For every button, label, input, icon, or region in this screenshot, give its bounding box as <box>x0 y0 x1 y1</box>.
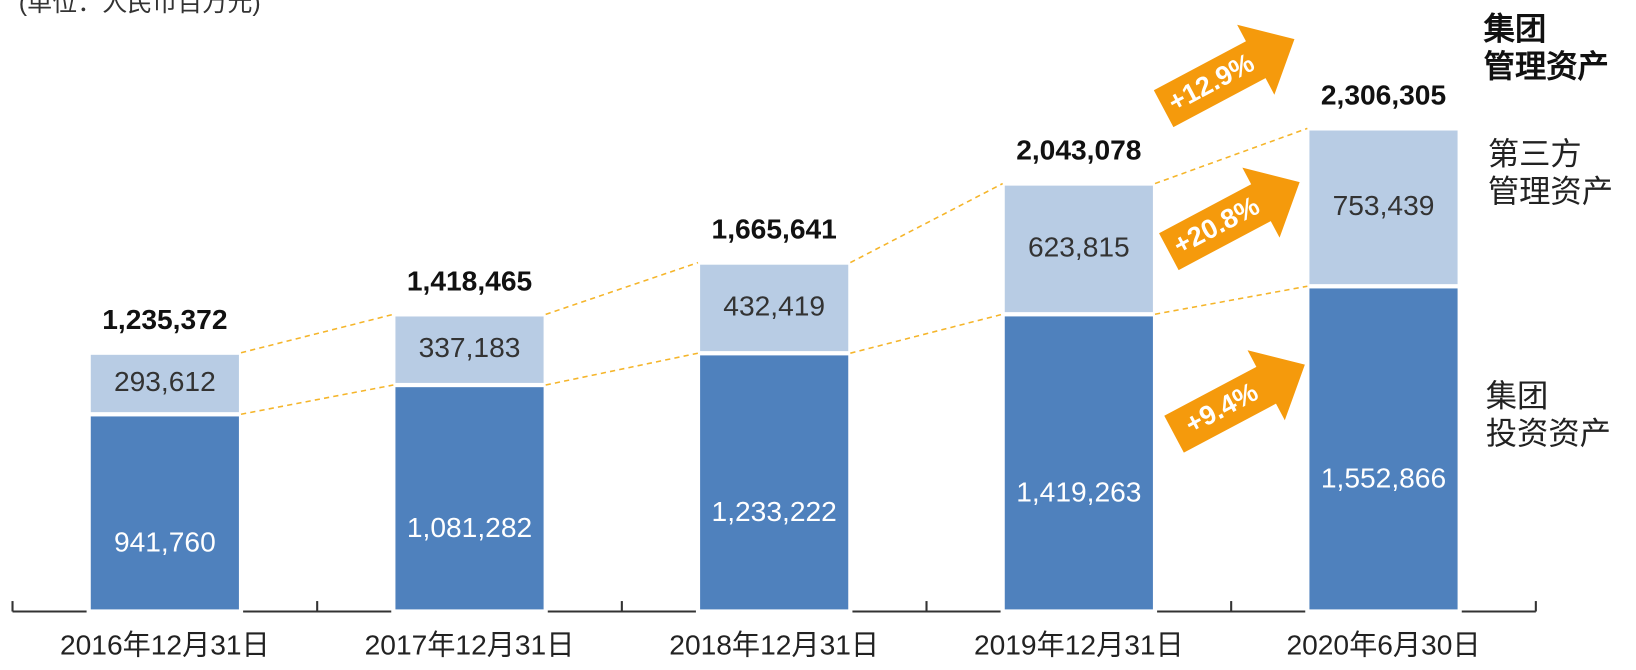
segment-label: 432,419 <box>723 289 825 321</box>
segment-label: 623,815 <box>1028 230 1130 262</box>
segment-label: 1,419,263 <box>1016 476 1141 508</box>
segment-label: 1,081,282 <box>407 511 532 543</box>
arrow-shape <box>1164 350 1305 453</box>
x-tick-label: 2016年12月31日 <box>60 628 270 660</box>
legend-entry: 集团投资资产 <box>1486 379 1611 452</box>
segment-label: 293,612 <box>114 365 216 397</box>
bar-segment <box>391 312 548 388</box>
connector <box>240 313 394 354</box>
total-label: 2,306,305 <box>1321 79 1446 111</box>
bar-segment <box>1000 312 1158 614</box>
connector <box>240 384 394 415</box>
total-label: 1,418,465 <box>407 265 532 297</box>
total-label: 1,235,372 <box>102 303 227 335</box>
arrow-shape <box>1153 24 1295 128</box>
x-tick-label: 2020年6月30日 <box>1286 628 1480 660</box>
x-tick-label: 2017年12月31日 <box>365 628 575 660</box>
connector <box>545 352 699 386</box>
bar-segment <box>391 382 548 614</box>
x-tick-label: 2019年12月31日 <box>974 628 1184 660</box>
x-tick-label: 2018年12月31日 <box>669 628 879 660</box>
arrow-shape <box>1159 167 1300 271</box>
legend-total: 集团管理资产 <box>1483 12 1609 85</box>
total-label: 1,665,641 <box>712 213 837 245</box>
connector <box>849 182 1004 264</box>
growth-arrow: +20.8% <box>1159 167 1300 271</box>
bar-segment <box>86 412 244 614</box>
segment-label: 337,183 <box>419 331 521 363</box>
bar-segment <box>695 260 853 356</box>
bar-segment <box>86 350 244 417</box>
segment-label: 753,439 <box>1333 189 1435 221</box>
unit-note: (单位：人民币百万元) <box>19 0 261 17</box>
legend-entry: 第三方管理资产 <box>1488 137 1613 210</box>
connector <box>1154 127 1308 185</box>
segment-label: 1,552,866 <box>1321 462 1446 494</box>
bar-segment <box>1000 181 1158 317</box>
connector <box>1154 285 1308 315</box>
bar-segment <box>1305 284 1462 614</box>
connector <box>545 261 699 316</box>
total-label: 2,043,078 <box>1016 134 1141 166</box>
growth-arrow: +9.4% <box>1164 350 1305 453</box>
segment-label: 941,760 <box>114 526 216 558</box>
bar-segment <box>695 351 853 614</box>
bar-segment <box>1305 126 1462 289</box>
connector <box>850 313 1003 354</box>
growth-arrow: +12.9% <box>1153 24 1295 128</box>
segment-label: 1,233,222 <box>712 495 837 527</box>
